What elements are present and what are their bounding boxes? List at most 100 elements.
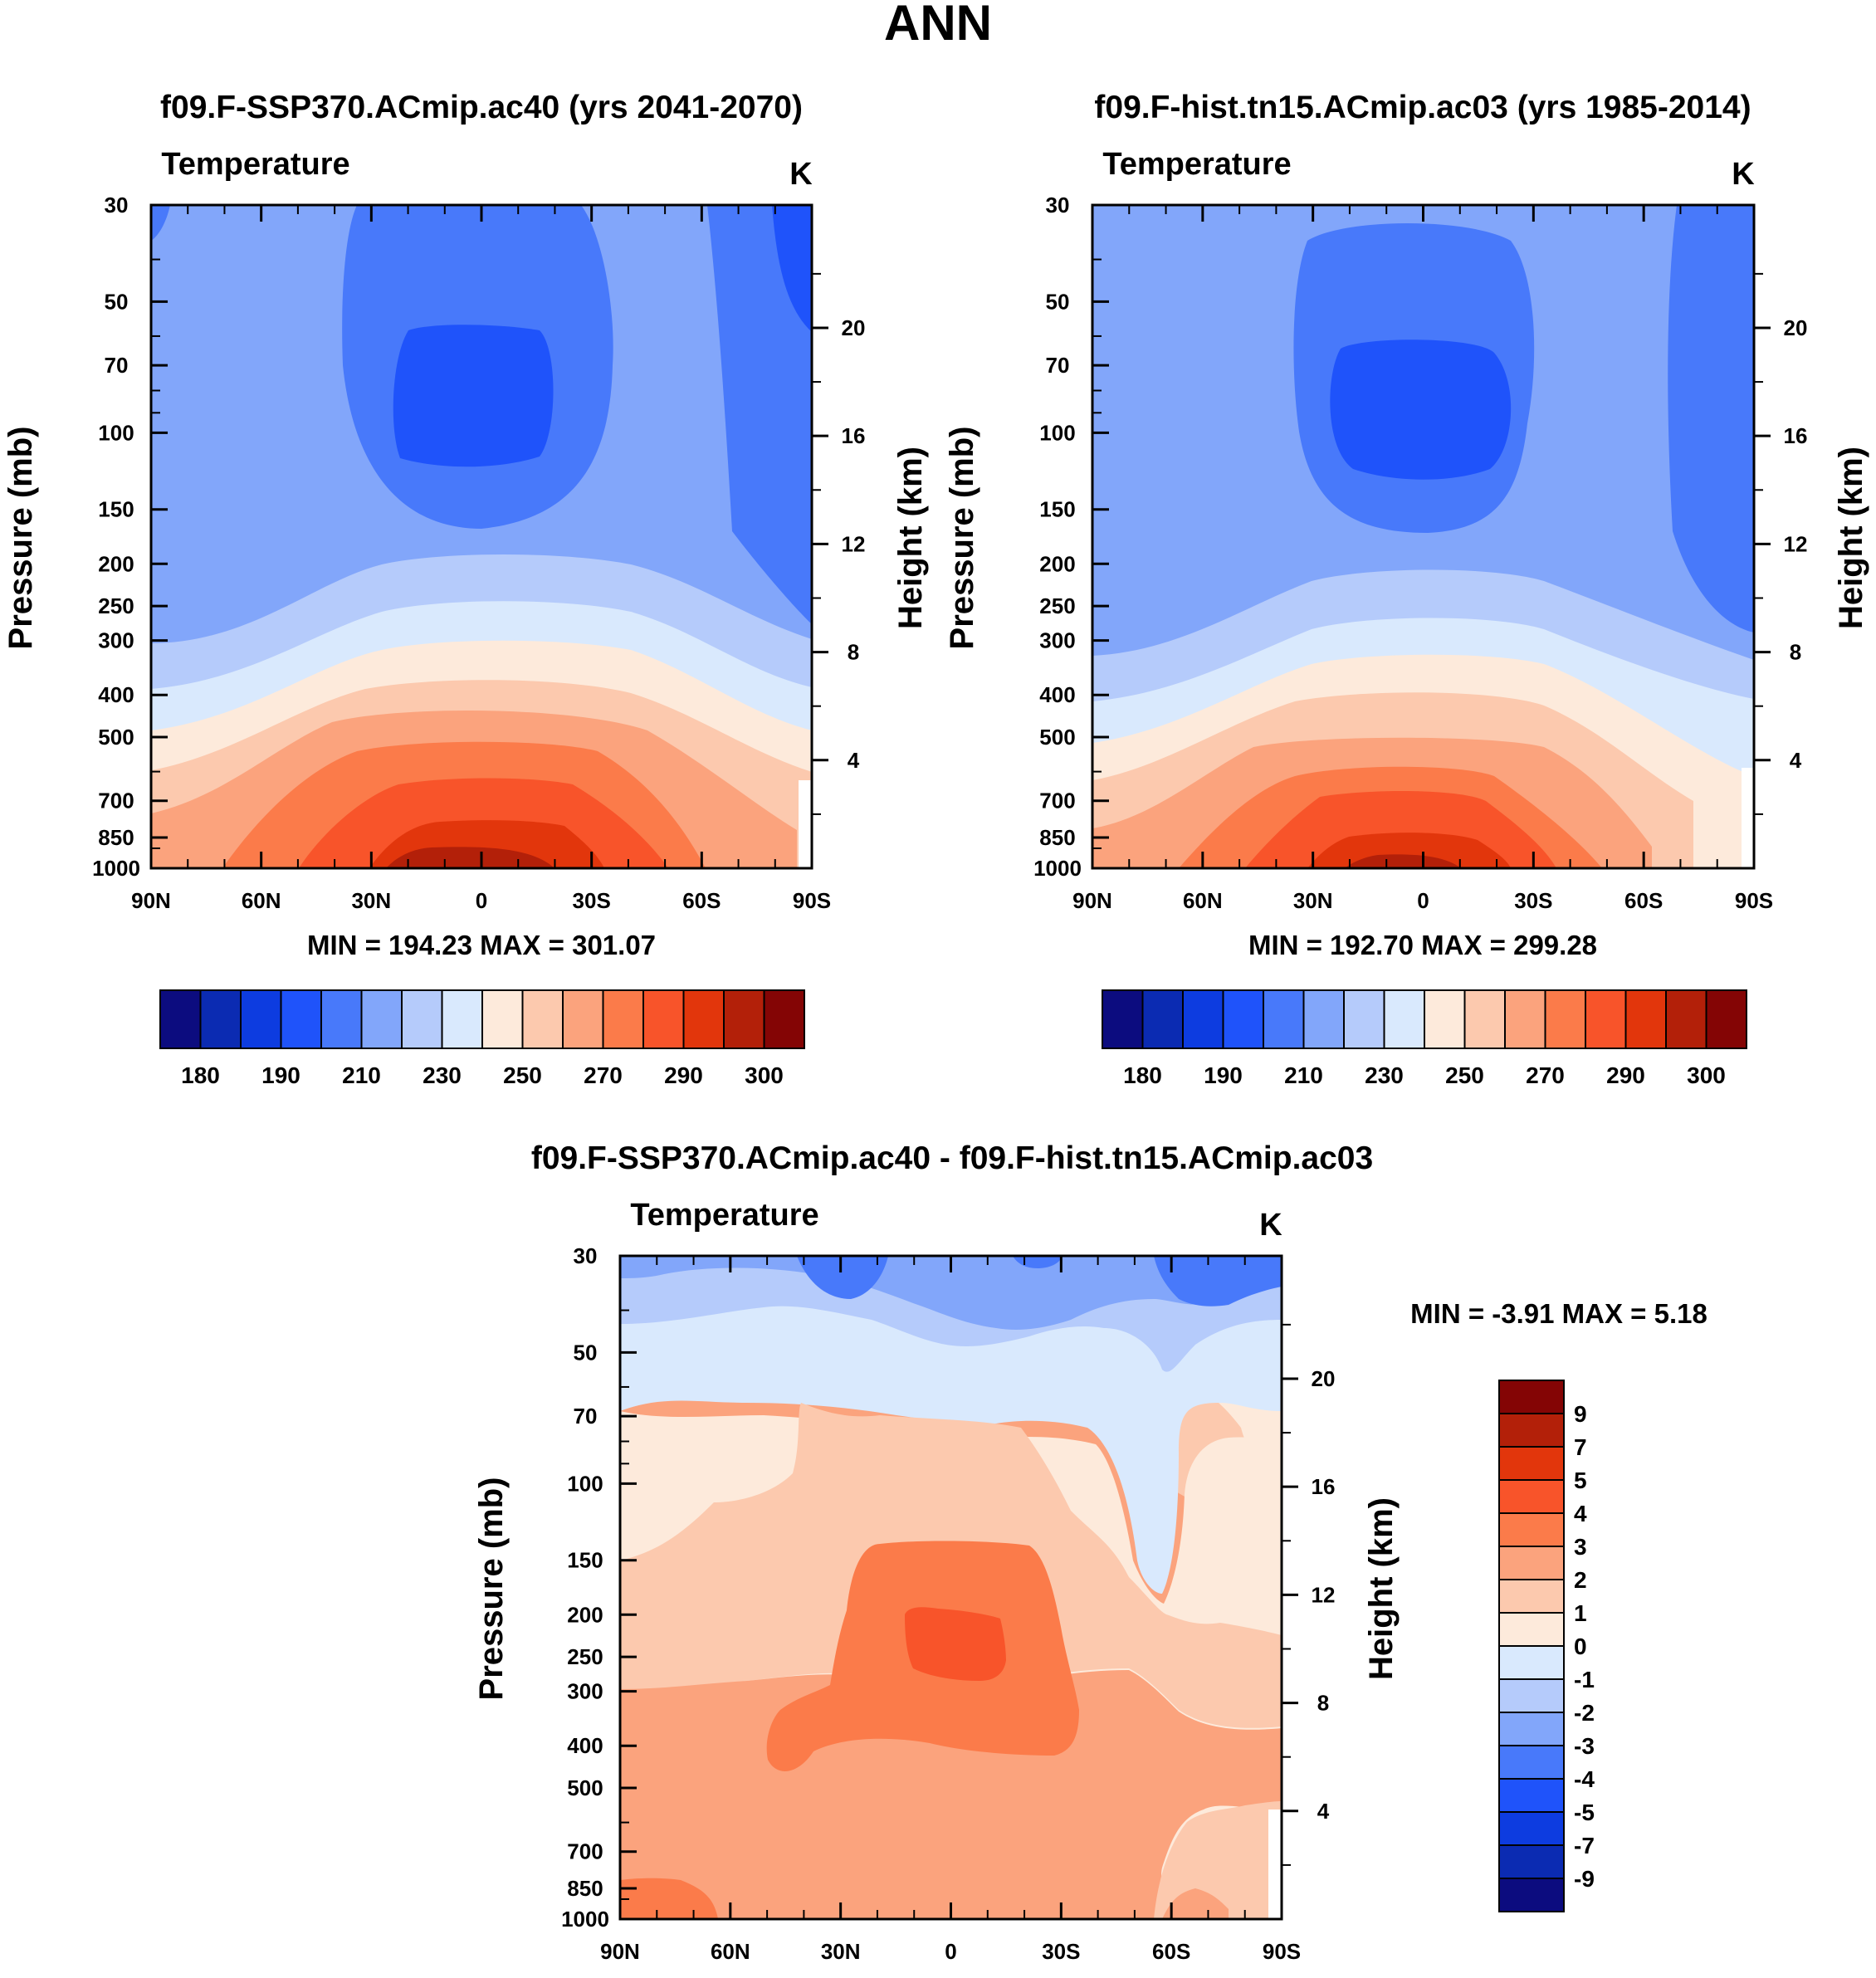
height-tick-label: 20 [842, 315, 866, 340]
colorbar-label: 290 [664, 1062, 703, 1088]
missing-data-mask [1268, 1810, 1282, 1919]
latitude-tick-label: 60N [242, 888, 281, 913]
panel-2-pressure-axis-label: Pressure (mb) [944, 427, 980, 650]
colorbar-swatch [1498, 1579, 1565, 1614]
panel-1-unit-label: K [789, 157, 813, 192]
contour-fill [1162, 1888, 1229, 1919]
colorbar-swatch [723, 989, 765, 1049]
height-tick-label: 4 [1317, 1799, 1330, 1824]
colorbar-swatch [199, 989, 242, 1049]
colorbar-label: 210 [1284, 1062, 1323, 1088]
latitude-tick-label: 60S [1624, 888, 1663, 913]
colorbar-label: 180 [181, 1062, 220, 1088]
panel-1-height-axis-label: Height (km) [892, 447, 929, 629]
pressure-tick-label: 300 [567, 1679, 603, 1704]
panel-2-plot: 30 50 70 100 150 200 250 300 400 500 700 850 1000 20 1… [944, 147, 1869, 1088]
colorbar-swatch [1343, 989, 1385, 1049]
panel-2-contours [1092, 205, 1754, 868]
latitude-tick-label: 0 [945, 1939, 956, 1964]
colorbar-swatch [1141, 989, 1184, 1049]
colorbar-swatch [682, 989, 725, 1049]
latitude-tick-label: 30S [1514, 888, 1552, 913]
colorbar-swatch [1498, 1612, 1565, 1647]
colorbar-swatch [562, 989, 604, 1049]
panel-3-axis-ticks: 30 50 70 100 150 200 250 300 400 500 700 850 1000 20 1… [561, 1243, 1335, 1964]
colorbar-label: 1 [1574, 1600, 1587, 1626]
panel-1-axis-ticks: 30 50 70 100 150 200 250 300 400 500 700 850 1000 20 1… [92, 193, 865, 913]
latitude-tick-label: 90S [793, 888, 831, 913]
colorbar-swatch [320, 989, 363, 1049]
colorbar-swatch [642, 989, 685, 1049]
height-tick-label: 12 [1784, 531, 1808, 556]
latitude-tick-label: 0 [1417, 888, 1429, 913]
contour-fill [1330, 339, 1512, 480]
colorbar-swatch [1498, 1413, 1565, 1448]
colorbar-swatch [1498, 1380, 1565, 1414]
panel-3-height-axis-label: Height (km) [1363, 1497, 1400, 1680]
contour-fill [797, 1256, 888, 1299]
contour-fill [620, 1256, 1282, 1330]
latitude-tick-label: 90S [1263, 1939, 1301, 1964]
height-tick-label: 8 [1317, 1691, 1329, 1716]
pressure-tick-label: 400 [1039, 682, 1075, 707]
colorbar-swatch [1544, 989, 1586, 1049]
pressure-tick-label: 200 [567, 1602, 603, 1627]
pressure-tick-label: 100 [98, 420, 134, 445]
colorbar-swatch [1624, 989, 1667, 1049]
pressure-tick-label: 250 [98, 593, 134, 618]
colorbar-swatch [360, 989, 403, 1049]
panel-2-variable-label: Temperature [1102, 147, 1291, 182]
pressure-tick-label: 700 [1039, 789, 1075, 813]
colorbar-label: 290 [1606, 1062, 1645, 1088]
colorbar-label: 0 [1574, 1634, 1587, 1659]
pressure-tick-label: 500 [1039, 725, 1075, 750]
panel-2-axis-ticks: 30 50 70 100 150 200 250 300 400 500 700 850 1000 20 1… [1033, 193, 1807, 913]
colorbar-swatch [1182, 989, 1224, 1049]
panel-3-min-max: MIN = -3.91 MAX = 5.18 [1410, 1298, 1707, 1329]
contour-fill [707, 205, 812, 624]
colorbar-label: 180 [1123, 1062, 1162, 1088]
latitude-tick-label: 0 [476, 888, 487, 913]
colorbar-swatch [1504, 989, 1546, 1049]
colorbar-label: 270 [1526, 1062, 1565, 1088]
pressure-tick-label: 1000 [92, 856, 140, 881]
pressure-tick-label: 100 [567, 1471, 603, 1496]
colorbar-label: -9 [1574, 1866, 1595, 1892]
colorbar-swatch [1498, 1878, 1565, 1912]
pressure-tick-label: 200 [98, 551, 134, 576]
colorbar-swatch [240, 989, 282, 1049]
colorbar-swatch [1498, 1844, 1565, 1879]
colorbar-label: 2 [1574, 1567, 1587, 1593]
height-tick-label: 4 [848, 748, 860, 773]
pressure-tick-label: 500 [98, 725, 134, 750]
colorbar-label: 9 [1574, 1401, 1587, 1427]
colorbar-label: -7 [1574, 1833, 1595, 1858]
pressure-tick-label: 70 [105, 353, 129, 378]
colorbar-label: 270 [584, 1062, 623, 1088]
pressure-tick-label: 100 [1039, 420, 1075, 445]
panel-1-colorbar: 180 190 210 230 250 270 290 300 [159, 989, 805, 1088]
panel-3-variable-label: Temperature [630, 1198, 818, 1233]
pressure-tick-label: 1000 [1033, 856, 1082, 881]
panel-3-contours [620, 1256, 1282, 1919]
pressure-tick-label: 850 [567, 1876, 603, 1901]
pressure-tick-label: 700 [567, 1839, 603, 1864]
panel-2-min-max: MIN = 192.70 MAX = 299.28 [1248, 930, 1597, 960]
colorbar-swatch [401, 989, 443, 1049]
colorbar-label: 7 [1574, 1434, 1587, 1460]
pressure-tick-label: 700 [98, 789, 134, 813]
pressure-tick-label: 300 [1039, 628, 1075, 653]
colorbar-swatch [481, 989, 524, 1049]
colorbar-swatch [1498, 1811, 1565, 1846]
colorbar-swatch [159, 989, 202, 1049]
colorbar-label: 190 [261, 1062, 300, 1088]
colorbar-swatch [1263, 989, 1305, 1049]
pressure-tick-label: 1000 [561, 1907, 609, 1932]
contour-fill [620, 1256, 1282, 1594]
pressure-tick-label: 50 [574, 1340, 598, 1365]
colorbar-swatch [1222, 989, 1264, 1049]
pressure-tick-label: 400 [98, 682, 134, 707]
pressure-tick-label: 300 [98, 628, 134, 653]
height-tick-label: 8 [1790, 640, 1801, 665]
